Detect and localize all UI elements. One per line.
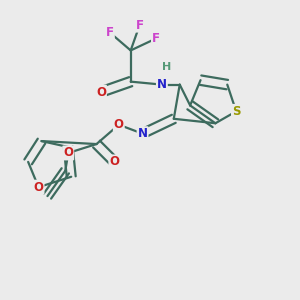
Text: O: O bbox=[114, 118, 124, 131]
Text: H: H bbox=[162, 62, 171, 72]
Text: N: N bbox=[138, 127, 148, 140]
Text: N: N bbox=[157, 78, 167, 91]
Text: F: F bbox=[136, 19, 144, 32]
Text: O: O bbox=[109, 155, 119, 168]
Text: F: F bbox=[106, 26, 114, 39]
Text: O: O bbox=[96, 85, 106, 98]
Text: S: S bbox=[232, 105, 240, 118]
Text: O: O bbox=[34, 181, 44, 194]
Text: O: O bbox=[63, 146, 73, 160]
Text: F: F bbox=[152, 32, 160, 45]
